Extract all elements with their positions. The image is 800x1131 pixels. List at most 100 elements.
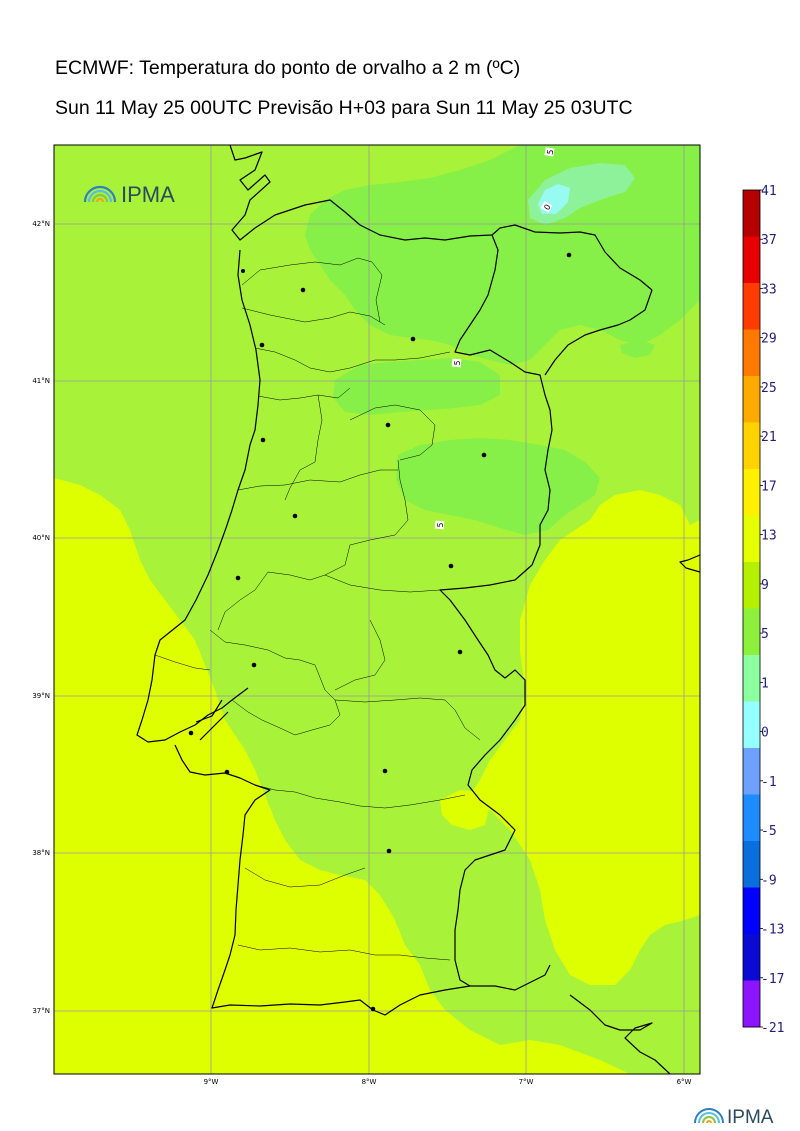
svg-text:5: 5 [546, 149, 556, 156]
colorbar-segment [743, 701, 760, 749]
city-dot [382, 768, 388, 774]
field-band-1-5-east [396, 438, 600, 535]
colorbar-segment [743, 190, 760, 237]
latitude-labels: 42°N 41°N 40°N 39°N 38°N 37°N [32, 220, 50, 1015]
colorbar-label: 29 [761, 332, 777, 347]
colorbar: 41 37 33 29 25 21 17 13 9 5 1 0 -1 -5 -9 -13 -17 -21 [742, 184, 784, 1036]
colorbar-label: -9 [761, 873, 777, 888]
coastline-border [136, 145, 700, 1074]
logo-text: IPMA [727, 1107, 774, 1128]
colorbar-label: 9 [761, 578, 769, 593]
colorbar-label: 37 [761, 233, 777, 248]
contour-label: 5 [434, 520, 445, 530]
city-dot [188, 730, 194, 736]
lon-label: 9°W [204, 1078, 219, 1086]
lon-label: 8°W [362, 1078, 377, 1086]
map-subtitle: Sun 11 May 25 00UTC Previsão H+03 para S… [55, 97, 633, 119]
colorbar-segment [743, 469, 760, 516]
city-dot [260, 437, 266, 443]
field-band-1-5-patch [620, 340, 655, 358]
colorbar-label: 17 [761, 479, 777, 494]
lat-label: 41°N [32, 377, 50, 385]
colorbar-label: 1 [761, 676, 769, 691]
lon-label: 6°W [677, 1078, 692, 1086]
field-band-5-9 [54, 145, 700, 1074]
lat-label: 38°N [32, 849, 50, 857]
field-band-9-13-east [540, 545, 700, 890]
lat-label: 40°N [32, 534, 50, 542]
field-band-1-5-mid [333, 358, 500, 415]
contour-label: 5 [544, 147, 555, 157]
ipma-logo-footer: IPMA [694, 1107, 774, 1128]
colorbar-segment [743, 236, 760, 284]
city-dot [410, 336, 416, 342]
colorbar-segment [743, 655, 760, 702]
lat-label: 37°N [32, 1007, 50, 1015]
contour-label: 0 [540, 201, 553, 213]
colorbar-segment [743, 376, 760, 423]
city-dot [300, 287, 306, 293]
colorbar-label: 25 [761, 381, 777, 396]
city-dot [385, 422, 391, 428]
colorbar-label: 13 [761, 529, 777, 544]
city-dot [457, 649, 463, 655]
city-dot [241, 269, 245, 273]
colorbar-label: 41 [761, 184, 777, 199]
svg-text:5: 5 [436, 522, 445, 528]
city-dot [386, 848, 392, 854]
colorbar-segment [743, 887, 760, 935]
graticule [54, 145, 700, 1074]
colorbar-label: 33 [761, 282, 777, 297]
colorbar-label: -17 [761, 972, 784, 987]
colorbar-label: -5 [761, 824, 777, 839]
colorbar-segment [743, 794, 760, 842]
city-dot [259, 342, 265, 348]
city-dot [224, 769, 230, 775]
city-markers [188, 252, 572, 1012]
colorbar-segment [743, 748, 760, 795]
city-dot [566, 252, 572, 258]
colorbar-segment [743, 422, 760, 470]
colorbar-label: -13 [761, 923, 784, 938]
longitude-labels: 9°W 8°W 7°W 6°W [204, 1078, 692, 1086]
dewpoint-field [54, 145, 700, 1074]
city-dot [292, 513, 298, 519]
colorbar-segment [743, 562, 760, 609]
rainbow-icon [694, 1108, 724, 1124]
field-band-1-5-north [305, 145, 700, 365]
map-frame [53, 144, 701, 1075]
colorbar-label: 5 [761, 627, 769, 642]
ipma-logo-map: IPMA [83, 182, 175, 207]
lon-label: 7°W [519, 1078, 534, 1086]
colorbar-segment [743, 841, 760, 888]
svg-text:5: 5 [453, 360, 462, 366]
colorbar-label: 0 [761, 726, 769, 741]
colorbar-segment [743, 934, 760, 981]
colorbar-segment [743, 515, 760, 563]
field-band-9-13-pocket [440, 790, 490, 830]
lat-label: 39°N [32, 692, 50, 700]
lat-label: 42°N [32, 220, 50, 228]
city-dot [235, 575, 241, 581]
colorbar-label: 21 [761, 430, 777, 445]
rainbow-icon [83, 185, 117, 203]
colorbar-segment [743, 283, 760, 330]
logo-text: IPMA [121, 182, 175, 207]
district-boundaries [154, 257, 481, 961]
svg-text:0: 0 [542, 203, 552, 212]
colorbar-segment [743, 980, 760, 1028]
field-band-9-13-south [54, 600, 630, 1074]
map-title: ECMWF: Temperatura do ponto de orvalho a… [55, 57, 521, 79]
colorbar-label: -21 [761, 1021, 784, 1036]
colorbar-label: -1 [761, 775, 777, 790]
colorbar-segment [743, 608, 760, 656]
contour-labels: 5 5 5 0 [434, 147, 555, 530]
city-dot [370, 1006, 376, 1012]
colorbar-frame [742, 189, 761, 1028]
contour-label: 5 [451, 358, 462, 368]
colorbar-segment [743, 329, 760, 377]
city-dot [481, 452, 487, 458]
city-dot [448, 563, 454, 569]
city-dot [251, 662, 257, 668]
